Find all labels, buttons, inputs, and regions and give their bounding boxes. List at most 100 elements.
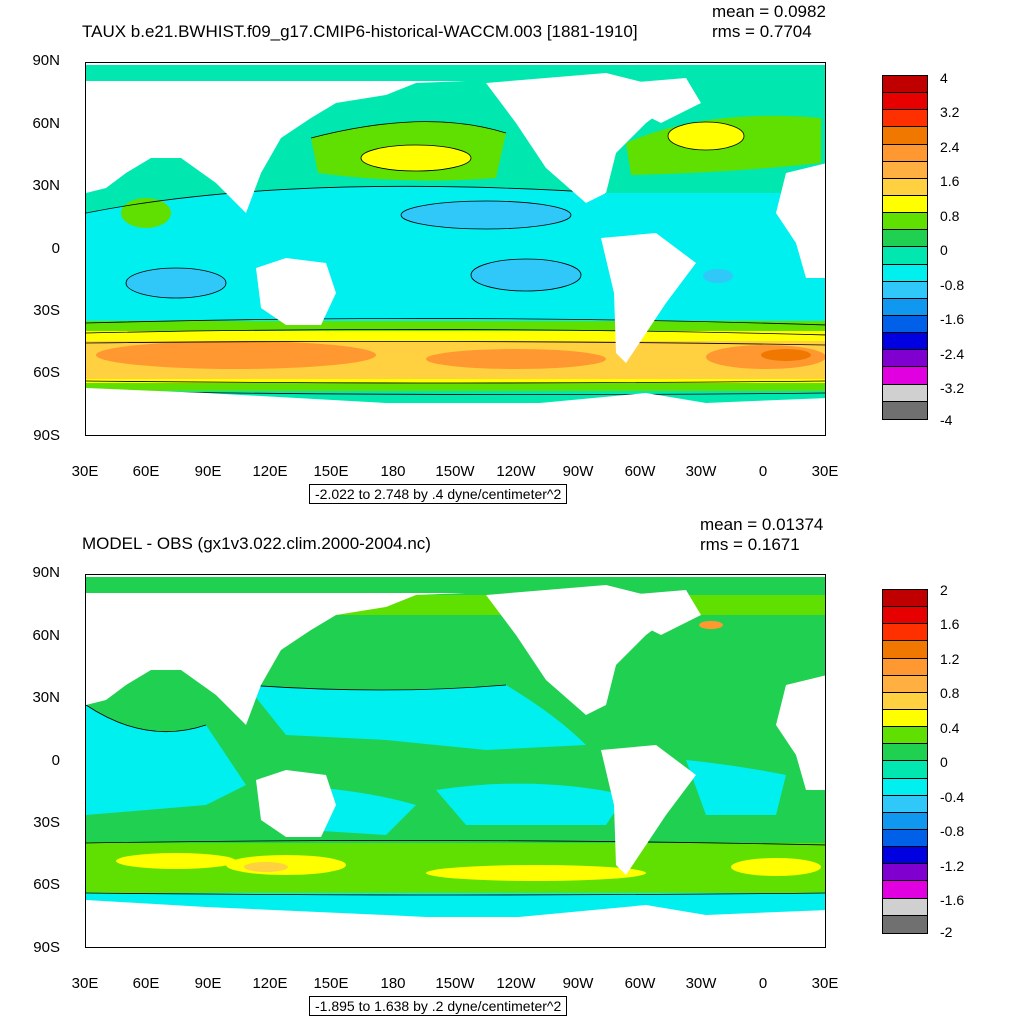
lat-label: 90N (32, 564, 60, 581)
panel-title: TAUX b.e21.BWHIST.f09_g17.CMIP6-historic… (82, 22, 638, 41)
colorbar-label: 4 (940, 70, 948, 86)
lon-label: 150E (313, 975, 349, 992)
colorbar-label: -2 (940, 924, 953, 940)
colorbar-swatch (883, 761, 927, 779)
lon-label: 150E (313, 463, 349, 480)
lat-label: 90S (33, 427, 60, 444)
lon-label: 60W (624, 463, 656, 480)
lon-label: 120E (252, 975, 288, 992)
colorbar-label: 2 (940, 582, 948, 598)
colorbar-label: -1.2 (940, 858, 965, 874)
map-bottom (85, 574, 826, 948)
colorbar-label: 1.6 (940, 616, 960, 632)
colorbar-label: -0.8 (940, 277, 965, 293)
lon-label: 30E (811, 975, 839, 992)
contour-map-top (86, 63, 825, 435)
lon-label: 30E (811, 463, 839, 480)
contour-map-bottom (86, 575, 825, 947)
colorbar-swatch (883, 161, 927, 179)
colorbar-swatch (883, 641, 927, 659)
lon-label: 60E (132, 463, 160, 480)
colorbar-swatch (883, 590, 927, 608)
colorbar-swatch (883, 144, 927, 162)
lon-label: 30W (685, 463, 717, 480)
colorbar-label: -3.2 (940, 380, 965, 396)
colorbar-swatch (883, 367, 927, 385)
colorbar-swatch (883, 847, 927, 865)
colorbar-label: -2.4 (940, 346, 965, 362)
rms-value: rms = 0.7704 (712, 22, 812, 41)
panel-bottom: MODEL - OBS (gx1v3.022.clim.2000-2004.nc… (0, 512, 1024, 1024)
colorbar-label: -1.6 (940, 892, 965, 908)
lat-label: 0 (51, 240, 60, 257)
colorbar-swatch (883, 898, 927, 916)
colorbar-swatch (883, 795, 927, 813)
colorbar-label: 1.2 (940, 651, 960, 667)
colorbar-swatch (883, 350, 927, 368)
mean-value: mean = 0.0982 (712, 2, 826, 21)
colorbar-swatch (883, 881, 927, 899)
lon-label: 30E (71, 975, 99, 992)
colorbar-swatch (883, 93, 927, 111)
colorbar-swatch (883, 744, 927, 762)
lat-label: 90N (32, 52, 60, 69)
lon-label: 120W (496, 463, 536, 480)
colorbar-swatch (883, 76, 927, 94)
colorbar-swatch (883, 333, 927, 351)
lat-label: 0 (51, 752, 60, 769)
colorbar-swatch (883, 812, 927, 830)
colorbar-label: 0 (940, 754, 948, 770)
colorbar-swatch (883, 230, 927, 248)
contour-range-info: -2.022 to 2.748 by .4 dyne/centimeter^2 (309, 484, 568, 504)
lon-label: 90W (562, 463, 594, 480)
lon-label: 150W (435, 463, 475, 480)
colorbar-swatch (883, 778, 927, 796)
lon-label: 120E (252, 463, 288, 480)
colorbar-swatch (883, 110, 927, 128)
lat-label: 30S (33, 302, 60, 319)
lon-label: 60W (624, 975, 656, 992)
colorbar-label: -4 (940, 412, 953, 428)
colorbar-label: 0.8 (940, 685, 960, 701)
lat-label: 30N (32, 689, 60, 706)
colorbar-bottom (882, 589, 928, 934)
colorbar-label: 0.4 (940, 720, 960, 736)
lat-label: 60N (32, 115, 60, 132)
colorbar-label: 0 (940, 242, 948, 258)
mean-value: mean = 0.01374 (700, 515, 824, 534)
colorbar-swatch (883, 127, 927, 145)
colorbar-swatch (883, 607, 927, 625)
colorbar-swatch (883, 178, 927, 196)
colorbar-label: -0.8 (940, 823, 965, 839)
colorbar-swatch (883, 298, 927, 316)
colorbar-swatch (883, 864, 927, 882)
colorbar-swatch (883, 213, 927, 231)
colorbar-swatch (883, 709, 927, 728)
lon-label: 30E (71, 463, 99, 480)
colorbar-swatch (883, 315, 927, 334)
colorbar-swatch (883, 247, 927, 265)
contour-range-info: -1.895 to 1.638 by .2 dyne/centimeter^2 (309, 996, 568, 1016)
colorbar-label: 3.2 (940, 104, 960, 120)
colorbar-swatch (883, 401, 927, 419)
lat-label: 30N (32, 177, 60, 194)
lon-label: 90E (194, 463, 222, 480)
lon-label: 180 (380, 463, 406, 480)
colorbar-label: 1.6 (940, 173, 960, 189)
lat-label: 30S (33, 814, 60, 831)
colorbar-swatch (883, 384, 927, 402)
colorbar-top (882, 75, 928, 420)
panel-title: MODEL - OBS (gx1v3.022.clim.2000-2004.nc… (82, 534, 431, 553)
colorbar-swatch (883, 675, 927, 693)
lat-label: 60S (33, 876, 60, 893)
lon-label: 30W (685, 975, 717, 992)
colorbar-swatch (883, 658, 927, 676)
lon-label: 150W (435, 975, 475, 992)
lon-label: 120W (496, 975, 536, 992)
colorbar-swatch (883, 264, 927, 282)
colorbar-swatch (883, 829, 927, 848)
lon-label: 90W (562, 975, 594, 992)
rms-value: rms = 0.1671 (700, 535, 800, 554)
colorbar-swatch (883, 692, 927, 710)
colorbar-label: -0.4 (940, 789, 965, 805)
